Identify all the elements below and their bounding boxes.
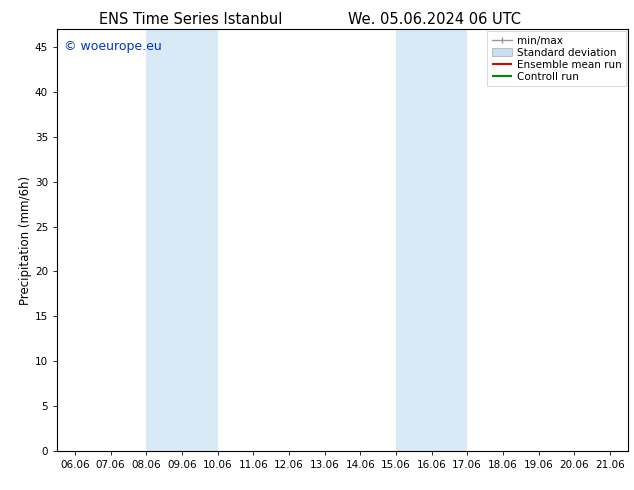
Bar: [146, 29, 217, 451]
Legend: min/max, Standard deviation, Ensemble mean run, Controll run: min/max, Standard deviation, Ensemble me…: [488, 31, 626, 86]
Bar: [396, 29, 467, 451]
Y-axis label: Precipitation (mm/6h): Precipitation (mm/6h): [19, 175, 32, 305]
Text: ENS Time Series Istanbul: ENS Time Series Istanbul: [98, 12, 282, 27]
Text: We. 05.06.2024 06 UTC: We. 05.06.2024 06 UTC: [348, 12, 521, 27]
Text: © woeurope.eu: © woeurope.eu: [65, 40, 162, 53]
